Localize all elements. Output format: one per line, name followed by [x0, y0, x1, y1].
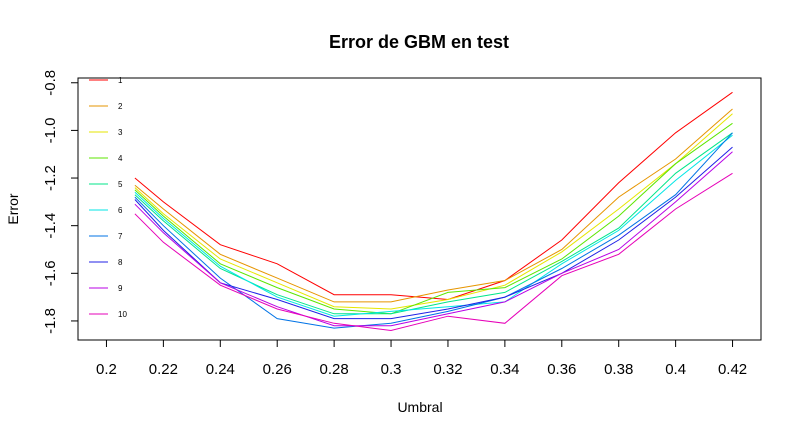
series-line-6: [134, 134, 733, 317]
y-axis-label: Error: [5, 193, 21, 224]
legend-label-9: 9: [118, 284, 123, 293]
legend-label-10: 10: [118, 310, 127, 319]
chart-title: Error de GBM en test: [329, 32, 509, 52]
series-line-3: [134, 113, 733, 310]
series-line-7: [134, 132, 733, 329]
y-tick-label: -1.2: [42, 165, 59, 191]
x-tick-label: 0.36: [547, 361, 576, 378]
x-tick-label: 0.2: [96, 361, 117, 378]
x-tick-label: 0.22: [149, 361, 178, 378]
legend-label-2: 2: [118, 102, 123, 111]
y-tick-label: -0.8: [42, 70, 59, 96]
series-line-9: [134, 151, 733, 327]
y-axis: -1.8 -1.6 -1.4 -1.2 -1.0 -0.8: [42, 70, 79, 334]
legend: 1 2 3 4 5 6 7 8 9 10: [89, 76, 127, 319]
legend-label-4: 4: [118, 154, 123, 163]
x-tick-label: 0.34: [490, 361, 519, 378]
x-axis: 0.2 0.22 0.24 0.26 0.28 0.3 0.32 0.34 0.36 0.38 0.…: [96, 339, 747, 378]
x-tick-label: 0.3: [381, 361, 402, 378]
series-lines: [134, 91, 733, 332]
plot-frame: [77, 77, 762, 341]
series-line-4: [134, 122, 733, 315]
x-axis-label: Umbral: [397, 399, 442, 415]
series-line-10: [134, 172, 733, 332]
y-tick-label: -1.0: [42, 117, 59, 143]
legend-label-8: 8: [118, 258, 123, 267]
series-line-1: [134, 91, 733, 301]
y-tick-label: -1.6: [42, 260, 59, 286]
legend-label-1: 1: [118, 76, 123, 85]
y-tick-label: -1.8: [42, 308, 59, 334]
x-tick-label: 0.26: [263, 361, 292, 378]
x-tick-label: 0.28: [320, 361, 349, 378]
x-tick-label: 0.32: [433, 361, 462, 378]
legend-label-5: 5: [118, 180, 123, 189]
series-line-2: [134, 108, 733, 303]
legend-label-3: 3: [118, 128, 123, 137]
legend-label-6: 6: [118, 206, 123, 215]
x-tick-label: 0.24: [206, 361, 235, 378]
x-tick-label: 0.4: [665, 361, 686, 378]
x-tick-label: 0.42: [718, 361, 747, 378]
series-line-5: [134, 132, 733, 315]
x-tick-label: 0.38: [604, 361, 633, 378]
y-tick-label: -1.4: [42, 213, 59, 239]
legend-label-7: 7: [118, 232, 123, 241]
